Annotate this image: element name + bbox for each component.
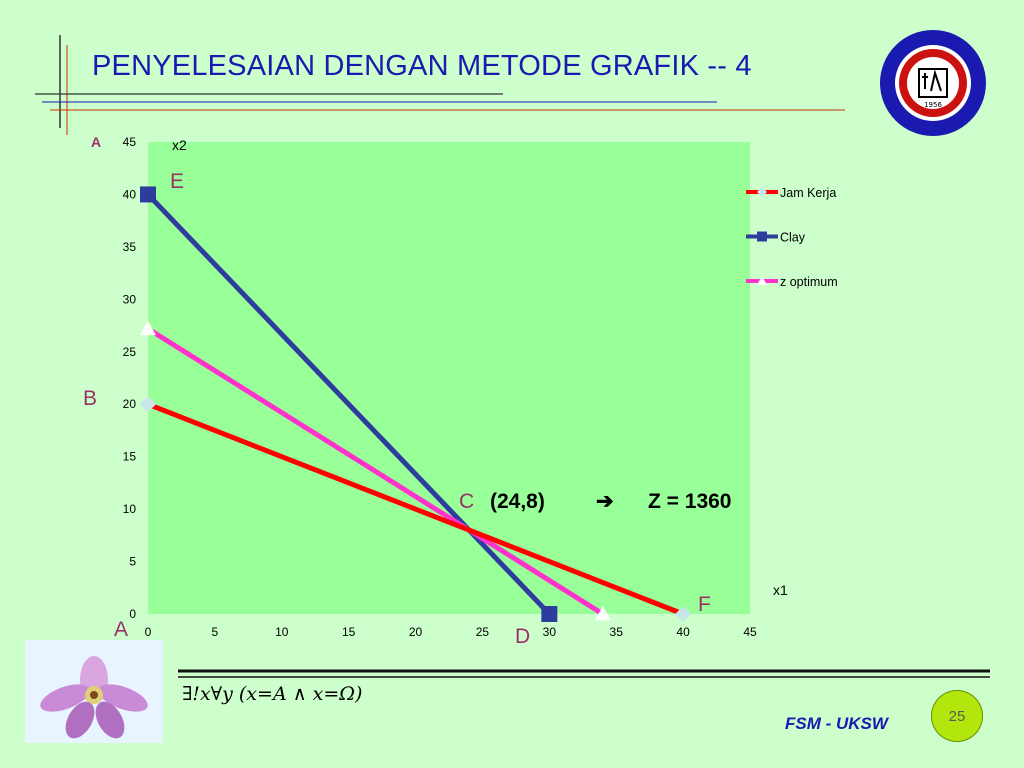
label-a-bottom: A — [114, 618, 129, 641]
x-axis-label: x1 — [773, 582, 788, 598]
university-logo: 1956 — [880, 30, 986, 136]
x-tick-label: 40 — [676, 625, 690, 639]
y-tick-label: 15 — [123, 450, 137, 464]
y-tick-label: 20 — [123, 397, 137, 411]
y-tick-label: 25 — [123, 345, 137, 359]
data-point-z-optimum — [140, 320, 156, 336]
series-line-jam-kerja — [147, 401, 685, 617]
svg-text:1956: 1956 — [924, 101, 942, 109]
slide-title: PENYELESAIAN DENGAN METODE GRAFIK -- 4 — [92, 50, 752, 82]
x-tick-label: 45 — [743, 625, 757, 639]
series-line-z-optimum — [146, 326, 605, 617]
optimum-coordinates: (24,8) — [490, 490, 545, 513]
label-c: C — [459, 490, 475, 513]
data-point-clay — [140, 186, 156, 203]
page-number-badge: 25 — [931, 690, 983, 742]
page-number: 25 — [948, 707, 966, 725]
legend-label-clay: Clay — [780, 231, 806, 245]
y-tick-label: 10 — [123, 502, 137, 516]
y-tick-label: 40 — [123, 187, 137, 201]
x-tick-label: 25 — [476, 625, 490, 639]
x-tick-label: 15 — [342, 625, 356, 639]
x-tick-label: 30 — [543, 625, 557, 639]
arrow-right-icon: ➔ — [596, 490, 614, 513]
flower-decoration — [25, 640, 163, 743]
legend-label-z-optimum: z optimum — [780, 275, 838, 289]
y-tick-label: 5 — [129, 555, 136, 569]
label-b: B — [83, 387, 98, 410]
series-line-clay — [146, 192, 552, 616]
y-tick-label: 35 — [123, 240, 137, 254]
footer-text: FSM - UKSW — [785, 714, 888, 733]
data-point-clay — [541, 606, 558, 622]
z-value: Z = 1360 — [648, 490, 732, 513]
x-tick-label: 0 — [145, 625, 152, 639]
data-point-jam-kerja — [140, 396, 156, 413]
x-tick-label: 20 — [409, 625, 423, 639]
data-point-z-optimum — [594, 606, 611, 621]
y-tick-label: 0 — [129, 607, 136, 621]
legend-marker-jam-kerja — [757, 187, 767, 197]
label-f: F — [698, 593, 711, 616]
y-axis-label: x2 — [172, 137, 187, 153]
x-tick-label: 5 — [212, 625, 219, 639]
legend-marker-clay — [757, 231, 767, 242]
x-tick-label: 35 — [610, 625, 624, 639]
label-e: E — [170, 170, 185, 193]
y-tick-label: 45 — [123, 135, 137, 149]
data-point-jam-kerja — [675, 606, 692, 622]
label-d: D — [515, 625, 531, 648]
legend-marker-z-optimum — [757, 276, 767, 285]
y-tick-label: 30 — [123, 292, 137, 306]
x-tick-label: 10 — [275, 625, 289, 639]
legend-label-jam-kerja: Jam Kerja — [780, 186, 836, 200]
plot-area — [148, 142, 750, 614]
formula: ∃!x∀y (x=A ∧ x=Ω) — [182, 683, 363, 705]
label-a-top: A — [91, 134, 102, 150]
